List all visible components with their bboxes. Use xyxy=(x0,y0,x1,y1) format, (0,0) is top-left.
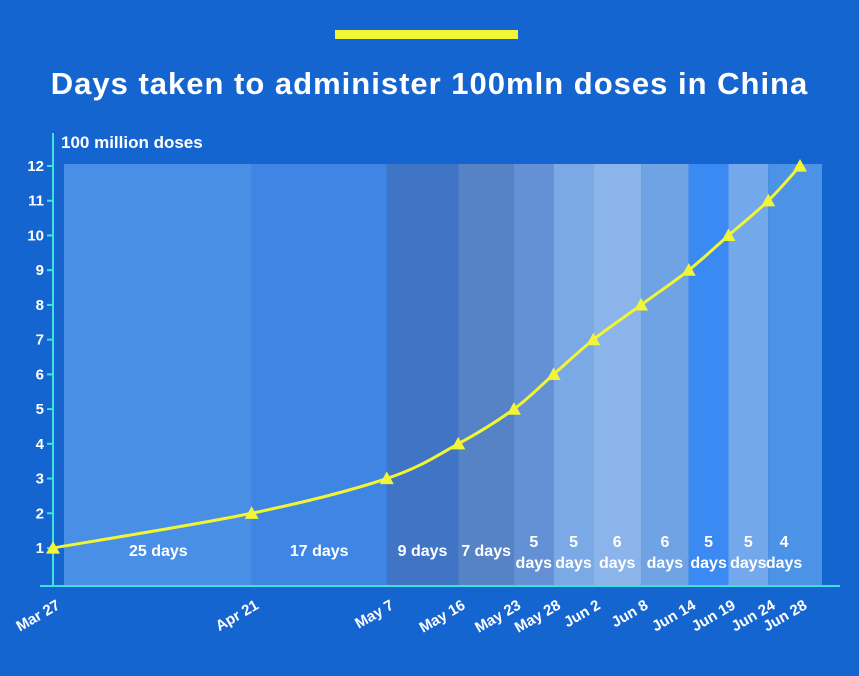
y-tick-label: 5 xyxy=(36,401,44,418)
y-tick-label: 11 xyxy=(28,193,44,210)
data-point xyxy=(586,332,601,346)
x-tick-label: May 7 xyxy=(352,597,397,633)
interval-band xyxy=(251,164,387,586)
interval-band xyxy=(64,164,252,586)
data-point xyxy=(244,506,259,519)
interval-label-unit: days xyxy=(766,555,803,572)
x-tick-label: May 16 xyxy=(416,597,468,637)
y-tick-label: 10 xyxy=(27,227,44,244)
interval-label: 4 xyxy=(780,534,789,551)
interval-label-unit: days xyxy=(647,555,684,572)
data-point xyxy=(793,159,807,172)
chart-title: Days taken to administer 100mln doses in… xyxy=(50,66,809,101)
data-point xyxy=(546,367,561,380)
y-tick-label: 1 xyxy=(36,540,44,557)
x-tick-label: Jun 19 xyxy=(689,597,739,635)
y-tick-label: 6 xyxy=(36,366,44,383)
interval-band xyxy=(641,164,689,586)
interval-label: 5 xyxy=(569,534,578,551)
interval-band xyxy=(553,164,594,586)
y-tick-label: 7 xyxy=(36,332,44,349)
data-point xyxy=(681,263,696,276)
interval-band xyxy=(513,164,554,586)
data-point xyxy=(634,297,649,311)
interval-band xyxy=(386,164,459,586)
interval-band xyxy=(728,164,769,586)
interval-label: 5 xyxy=(704,534,713,551)
interval-band xyxy=(768,164,822,586)
interval-band xyxy=(688,164,729,586)
interval-label-unit: days xyxy=(690,555,727,572)
y-tick-label: 8 xyxy=(36,297,44,314)
interval-band xyxy=(593,164,642,586)
x-tick-label: Jun 14 xyxy=(649,596,699,635)
x-tick-label: Apr 21 xyxy=(213,597,262,635)
interval-label: 17 days xyxy=(290,543,349,560)
x-tick-label: Jun 8 xyxy=(609,597,651,631)
y-tick-label: 4 xyxy=(36,436,45,453)
interval-label-unit: days xyxy=(730,555,767,572)
interval-label: 5 xyxy=(529,534,538,551)
y-tick-label: 3 xyxy=(36,471,44,488)
x-tick-label: May 28 xyxy=(512,597,564,637)
data-point xyxy=(721,228,736,242)
interval-band xyxy=(458,164,514,586)
accent-bar xyxy=(335,30,518,39)
data-point xyxy=(506,402,521,415)
data-point xyxy=(761,193,776,207)
interval-label: 25 days xyxy=(129,543,188,560)
interval-label: 9 days xyxy=(398,543,448,560)
x-tick-label: Mar 27 xyxy=(13,597,63,635)
interval-label-unit: days xyxy=(599,555,636,572)
interval-label-unit: days xyxy=(516,555,553,572)
interval-label-unit: days xyxy=(555,555,592,572)
interval-label: 7 days xyxy=(461,543,511,560)
data-point xyxy=(46,541,60,554)
y-tick-label: 2 xyxy=(36,505,44,522)
y-tick-label: 12 xyxy=(27,158,44,175)
data-point xyxy=(451,436,466,450)
interval-label: 5 xyxy=(744,534,753,551)
y-tick-label: 9 xyxy=(36,262,44,279)
interval-label: 6 xyxy=(660,534,669,551)
y-axis-unit-label: 100 million doses xyxy=(61,133,203,152)
data-point xyxy=(379,471,394,485)
interval-label: 6 xyxy=(613,534,622,551)
x-tick-label: Jun 2 xyxy=(561,597,603,631)
